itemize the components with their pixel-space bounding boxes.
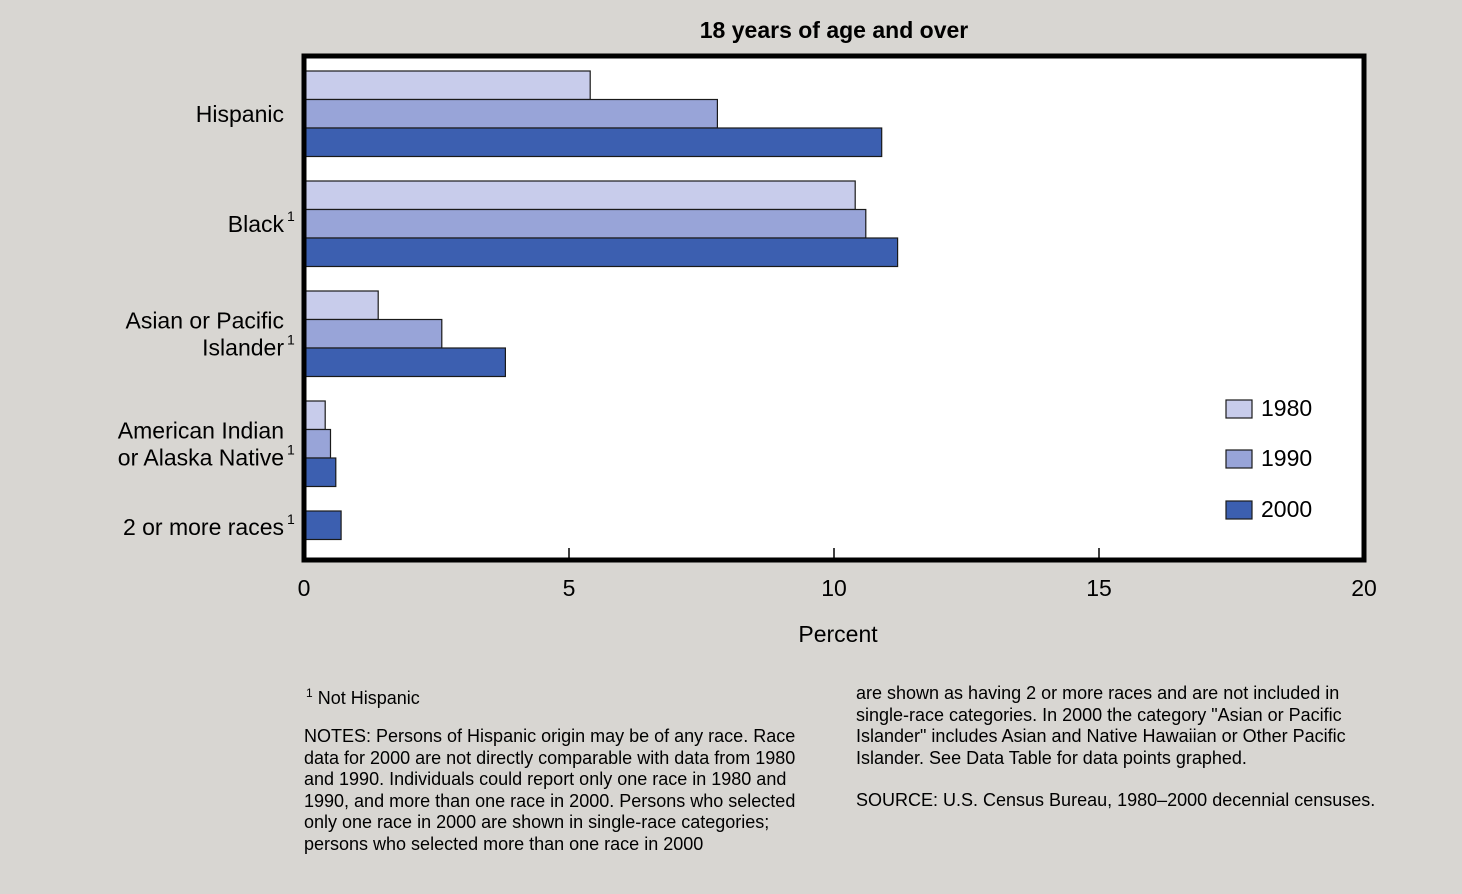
legend-swatch-1980 [1225,399,1253,419]
footnote-marker: 1 [306,686,313,700]
bar-american-indian-or-alaska-native-1980 [303,400,326,431]
bar-black-1980 [303,180,856,211]
bar-black-1990 [303,208,867,239]
notes-text-col1: NOTES: Persons of Hispanic origin may be… [304,726,796,854]
category-label: Hispanic [196,101,284,127]
legend-swatch-1990 [1225,449,1253,469]
x-tick-label: 0 [298,575,311,601]
footnote-text: Not Hispanic [317,688,420,708]
category-footnote-marker: 1 [287,441,295,457]
category-footnote-marker: 1 [287,331,295,347]
x-tick-label: 20 [1351,575,1377,601]
category-footnote-marker: 1 [287,208,295,224]
legend-swatch-2000 [1225,500,1253,520]
x-axis-label: Percent [798,621,878,647]
x-tick-label: 5 [563,575,576,601]
category-label: Asian or Pacific Islander [125,307,284,360]
notes-text-col2: are shown as having 2 or more races and … [856,683,1346,768]
figure-panel: 18 years of age and over Hispanic Black 1 As… [8,8,1456,888]
bar-hispanic-2000 [303,127,883,158]
notes-block-continued: are shown as having 2 or more races and … [856,683,1376,812]
bar-hispanic-1980 [303,70,591,101]
category-label: American Indian or Alaska Native [118,417,284,470]
bar-hispanic-1990 [303,98,718,129]
bar-american-indian-or-alaska-native-1990 [303,428,332,459]
category-footnote-marker: 1 [287,511,295,527]
notes-block: NOTES: Persons of Hispanic origin may be… [304,726,824,876]
category-label: Black [228,211,285,237]
bar-asian-or-pacific-islander-1990 [303,318,443,349]
bar-black-2000 [303,237,899,268]
bar-american-indian-or-alaska-native-2000 [303,457,337,488]
bar-asian-or-pacific-islander-1980 [303,290,379,321]
footnote: 1 Not Hispanic [306,683,826,710]
bar-asian-or-pacific-islander-2000 [303,347,506,378]
legend-label-1990: 1990 [1261,445,1312,471]
bar-2-or-more-races-2000 [303,510,342,541]
x-tick-label: 15 [1086,575,1112,601]
legend-label-1980: 1980 [1261,395,1312,421]
category-label: 2 or more races [123,514,284,540]
chart-title: 18 years of age and over [700,17,969,43]
source-text: SOURCE: U.S. Census Bureau, 1980–2000 de… [856,790,1376,810]
x-tick-label: 10 [821,575,847,601]
legend-label-2000: 2000 [1261,496,1312,522]
